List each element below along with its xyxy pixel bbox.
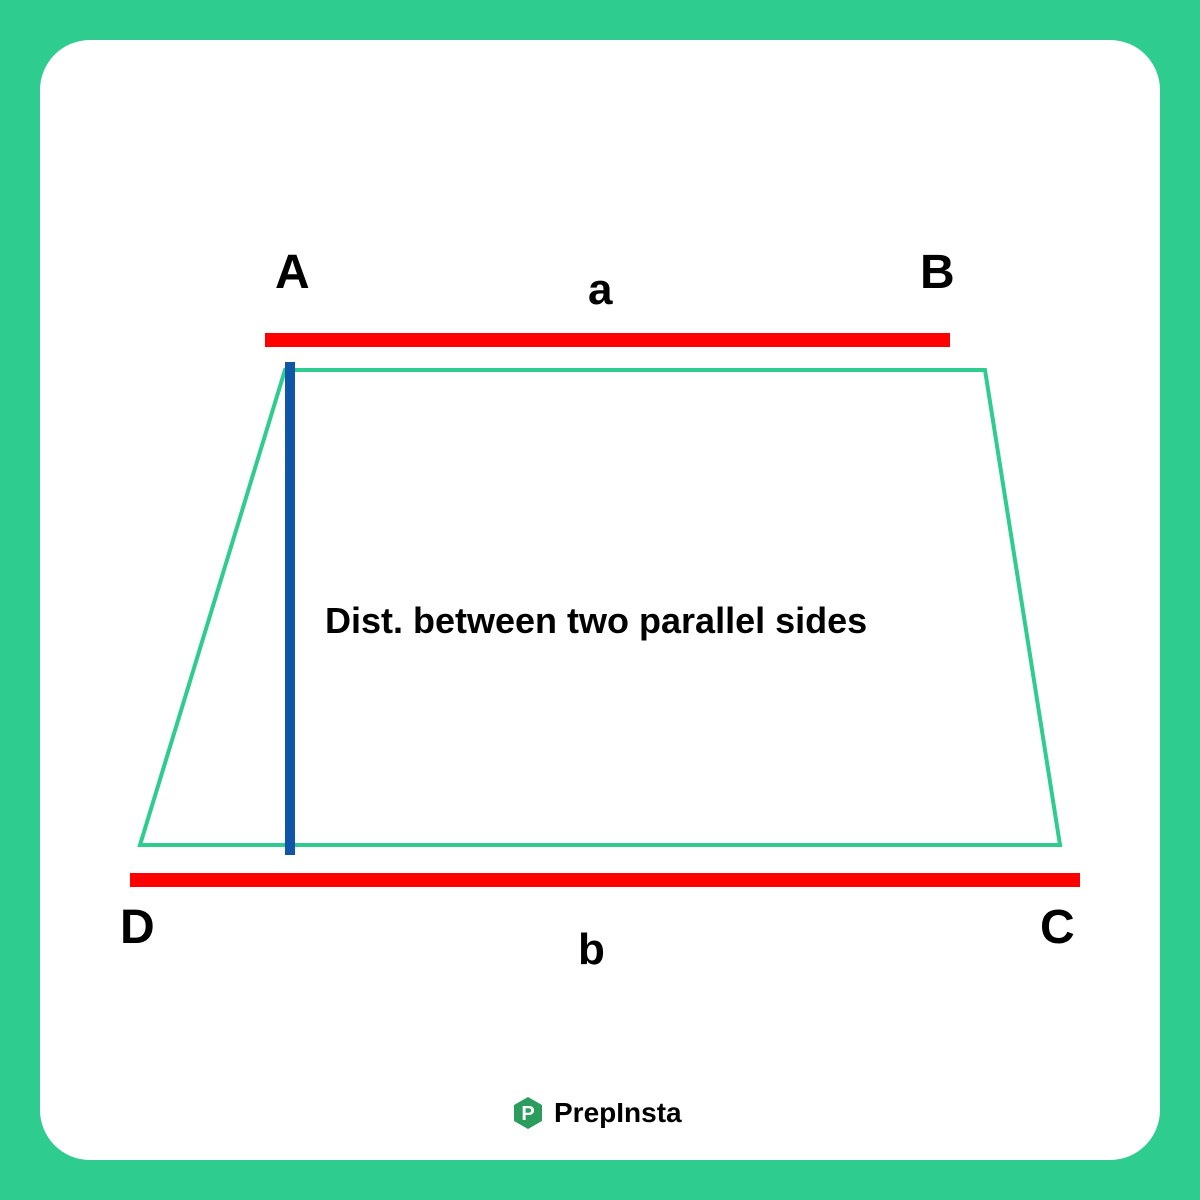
vertex-label-a: A bbox=[275, 245, 310, 300]
logo-brand-text: PrepInsta bbox=[554, 1097, 682, 1129]
vertex-label-b: B bbox=[920, 245, 955, 300]
side-label-a: a bbox=[588, 265, 612, 315]
logo-container: P PrepInsta bbox=[510, 1095, 682, 1131]
vertex-label-d: D bbox=[120, 900, 155, 955]
description-text: Dist. between two parallel sides bbox=[325, 600, 867, 642]
outer-frame: A B C D a b Dist. between two parallel s… bbox=[0, 0, 1200, 1200]
side-label-b: b bbox=[578, 925, 605, 975]
logo-letter: P bbox=[521, 1103, 534, 1125]
vertex-label-c: C bbox=[1040, 900, 1075, 955]
logo-hexagon-icon: P bbox=[510, 1095, 546, 1131]
